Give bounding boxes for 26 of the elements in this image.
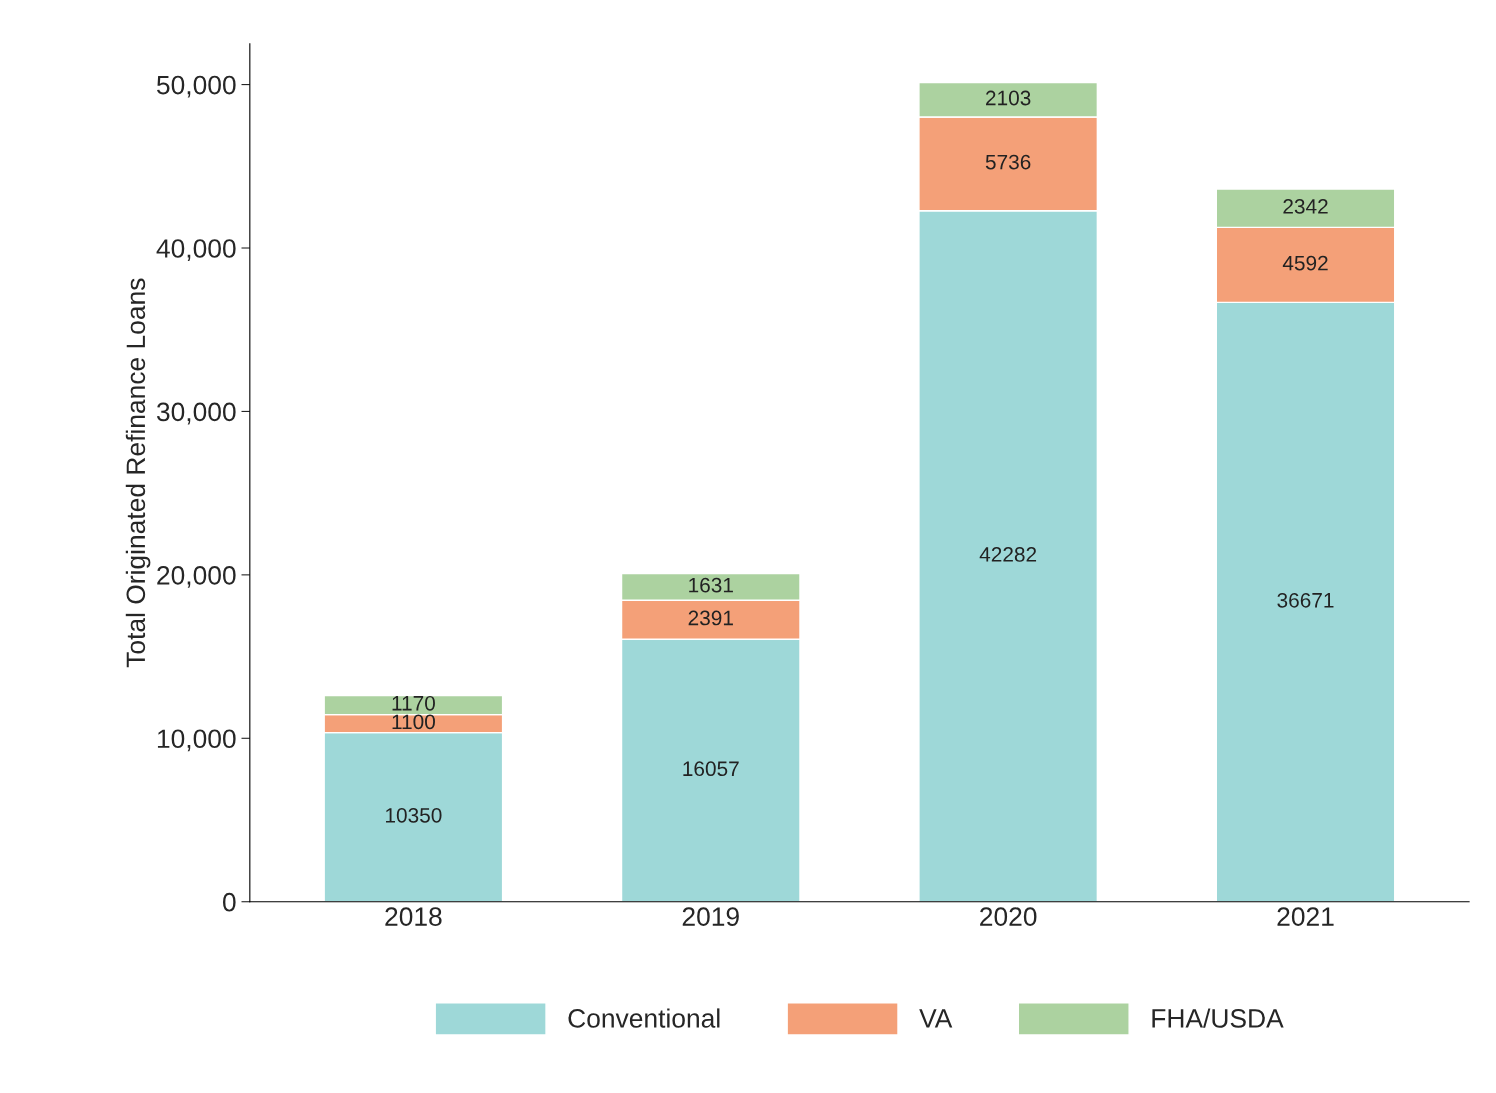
legend-label: VA xyxy=(919,1009,953,1028)
x-tick-label: 2019 xyxy=(682,907,739,926)
data-label: 36671 xyxy=(1277,592,1334,608)
data-label: 1100 xyxy=(392,714,435,730)
data-label: 5736 xyxy=(985,154,1031,170)
x-tick-label: 2018 xyxy=(385,907,442,926)
data-label: 2342 xyxy=(1283,199,1328,214)
legend-label: Conventional xyxy=(568,1008,720,1028)
data-label: 1170 xyxy=(392,695,435,711)
y-tick-label: 30,000 xyxy=(156,402,236,425)
data-label: 1631 xyxy=(689,577,733,593)
y-tick-label: 0 xyxy=(222,892,236,912)
y-tick-label: 10,000 xyxy=(157,729,236,752)
y-tick-label: 50,000 xyxy=(156,75,236,98)
data-label: 42282 xyxy=(979,547,1037,562)
y-axis-title: Total Originated Refinance Loans xyxy=(125,278,151,668)
legend-label: FHA/USDA xyxy=(1152,1008,1284,1028)
y-tick-label: 20,000 xyxy=(157,566,236,588)
data-label: 2103 xyxy=(986,90,1031,106)
data-label: 16057 xyxy=(683,761,739,777)
data-label: 10350 xyxy=(386,807,442,823)
y-tick-label: 40,000 xyxy=(156,239,236,261)
data-label: 2391 xyxy=(688,610,733,626)
x-tick-label: 2021 xyxy=(1277,907,1334,926)
data-label: 4592 xyxy=(1282,255,1328,271)
x-tick-label: 2020 xyxy=(980,907,1037,926)
